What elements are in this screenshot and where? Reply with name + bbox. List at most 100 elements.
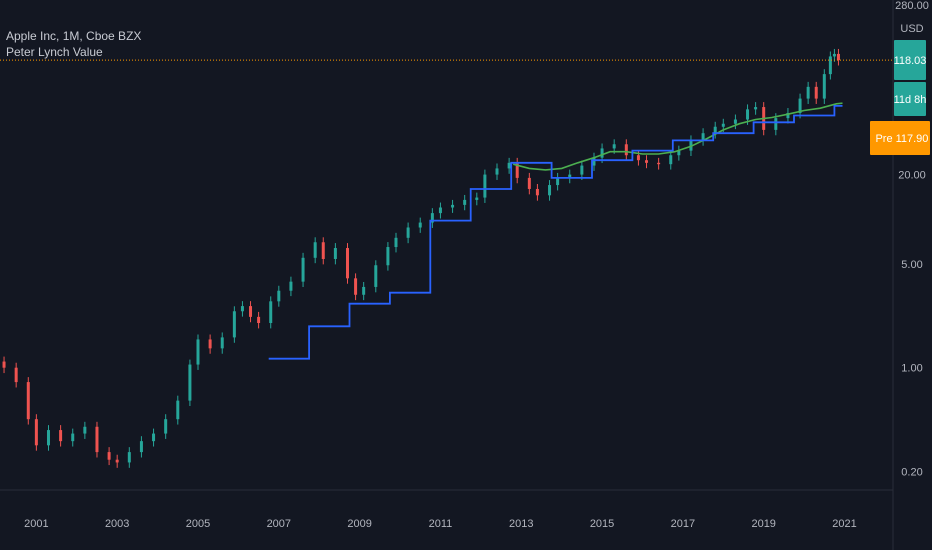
candle (624, 144, 628, 156)
candle (701, 133, 705, 141)
candle (34, 419, 38, 446)
countdown-tag (894, 82, 926, 116)
x-tick-label: 2003 (105, 518, 129, 530)
candle (333, 248, 337, 259)
candle (746, 109, 750, 120)
candle (176, 400, 180, 420)
candle (406, 227, 410, 238)
candle (814, 86, 818, 99)
candle (798, 98, 802, 113)
candle (548, 185, 552, 196)
candle (152, 433, 156, 442)
candle (836, 53, 840, 61)
candle (374, 265, 378, 287)
candle (507, 162, 511, 169)
candle (354, 278, 358, 295)
candle (59, 430, 63, 442)
candle (677, 150, 681, 156)
candle (220, 337, 224, 349)
candle (475, 197, 479, 200)
candle (208, 339, 212, 349)
candle (249, 306, 253, 317)
x-tick-label: 2013 (509, 518, 533, 530)
x-tick-label: 2017 (671, 518, 695, 530)
candle (495, 168, 499, 175)
candle (515, 162, 519, 178)
y-tick-label-top: 280.00 (895, 0, 929, 12)
candle (600, 148, 604, 158)
candle (786, 112, 790, 119)
last-price-tag (894, 40, 926, 80)
candle (301, 257, 305, 282)
pre-market-label: Pre (875, 133, 892, 145)
currency-label: USD (900, 23, 923, 35)
candle (527, 177, 531, 189)
candle (46, 430, 50, 446)
candle (289, 281, 293, 291)
x-tick-label: 2019 (751, 518, 775, 530)
candle (657, 162, 661, 165)
candle (754, 107, 758, 110)
candle (430, 213, 434, 223)
x-tick-label: 2011 (429, 518, 453, 530)
candle (592, 157, 596, 166)
candle (580, 165, 584, 175)
candle (107, 452, 111, 460)
peter-lynch-value-line (268, 105, 843, 360)
y-tick-label: 20.00 (898, 170, 926, 182)
candle (95, 426, 99, 453)
indicator-title: Peter Lynch Value (6, 45, 103, 59)
candle (196, 339, 200, 365)
candle (14, 367, 18, 383)
candle (386, 247, 390, 266)
x-tick-label: 2007 (267, 518, 291, 530)
y-tick-label: 5.00 (901, 259, 922, 271)
candle (2, 361, 6, 368)
candle (115, 459, 119, 463)
candle (232, 311, 236, 338)
pre-market-tag (870, 121, 930, 155)
candle (257, 316, 261, 324)
candle (164, 419, 168, 434)
candle (188, 364, 192, 401)
candle (240, 306, 244, 312)
candle (313, 242, 317, 258)
x-tick-label: 2005 (186, 518, 210, 530)
candle (321, 242, 325, 259)
symbol-title: Apple Inc, 1M, Cboe BZX (6, 29, 142, 43)
candle (556, 177, 560, 186)
x-tick-label: 2009 (347, 518, 371, 530)
candle (362, 286, 366, 295)
last-price-value: 118.03 (894, 55, 927, 67)
pre-market-value: 117.90 (896, 133, 929, 145)
candle (645, 160, 649, 163)
candle (806, 86, 810, 99)
candle (483, 174, 487, 198)
candle (346, 248, 350, 279)
green-line-series (512, 102, 843, 171)
candle (713, 126, 717, 134)
candle (832, 53, 836, 57)
chart-legend: Apple Inc, 1M, Cboe BZX Peter Lynch Valu… (6, 28, 141, 60)
candle (733, 119, 737, 124)
candle (26, 382, 30, 420)
candle (277, 290, 281, 302)
candle (71, 433, 75, 442)
candle (83, 426, 87, 434)
candle (721, 123, 725, 127)
candle (269, 301, 273, 324)
candle (535, 188, 539, 196)
candle (774, 118, 778, 130)
candle (451, 204, 455, 208)
candle (568, 174, 572, 178)
candle (139, 441, 143, 453)
candle (828, 56, 832, 75)
x-tick-label: 2015 (590, 518, 614, 530)
candle (127, 452, 131, 463)
y-tick-label: 1.00 (901, 363, 922, 375)
candle (822, 74, 826, 99)
